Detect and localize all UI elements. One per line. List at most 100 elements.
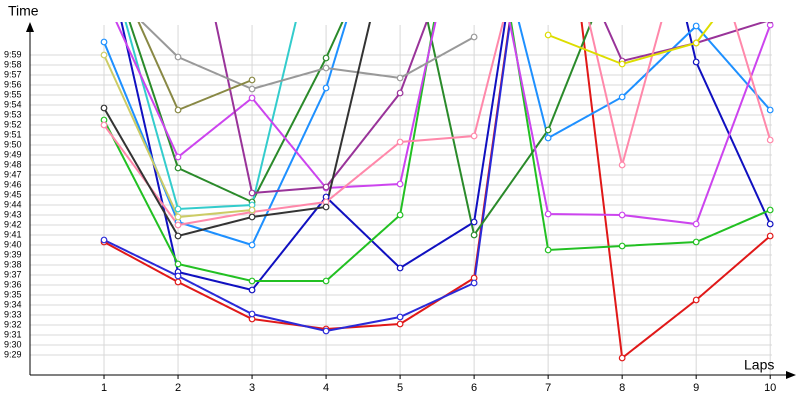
point xyxy=(618,93,626,101)
point xyxy=(100,104,108,112)
x-tick-label: 9 xyxy=(693,382,699,394)
point xyxy=(692,58,700,66)
grid xyxy=(30,25,772,375)
y-tick-label: 9:53 xyxy=(4,109,22,119)
y-tick-label: 9:35 xyxy=(4,289,22,299)
y-tick-label: 9:57 xyxy=(4,69,22,79)
point xyxy=(544,31,552,39)
x-tick-label: 5 xyxy=(397,382,403,394)
x-tick-label: 1 xyxy=(101,382,107,394)
point xyxy=(248,76,256,84)
point xyxy=(322,183,330,191)
y-tick-label: 9:46 xyxy=(4,179,22,189)
y-tick-label: 9:56 xyxy=(4,79,22,89)
point xyxy=(396,138,404,146)
y-tick-label: 9:36 xyxy=(4,279,22,289)
series-line xyxy=(115,22,772,226)
y-tick-label: 9:32 xyxy=(4,319,22,329)
point xyxy=(618,242,626,250)
point xyxy=(396,89,404,97)
point xyxy=(396,74,404,82)
point xyxy=(174,153,182,161)
x-axis-arrow xyxy=(786,371,796,379)
point xyxy=(767,22,773,24)
point xyxy=(766,206,774,214)
point xyxy=(692,39,700,47)
point xyxy=(470,218,478,226)
point xyxy=(174,213,182,221)
point xyxy=(544,210,552,218)
point xyxy=(248,206,256,214)
point xyxy=(766,106,774,114)
plot-area xyxy=(100,22,774,362)
series-line xyxy=(103,22,771,282)
y-tick-label: 9:29 xyxy=(4,349,22,359)
point xyxy=(470,279,478,287)
point xyxy=(470,132,478,140)
point xyxy=(322,327,330,335)
point xyxy=(618,60,626,68)
point xyxy=(618,211,626,219)
point xyxy=(100,51,108,59)
y-tick-label: 9:38 xyxy=(4,259,22,269)
point xyxy=(248,277,256,285)
point xyxy=(766,232,774,240)
point xyxy=(322,84,330,92)
y-tick-label: 9:37 xyxy=(4,269,22,279)
point xyxy=(248,241,256,249)
y-axis-title: Time xyxy=(8,3,39,19)
x-tick-label: 3 xyxy=(249,382,255,394)
x-axis-title: Laps xyxy=(744,357,774,373)
point xyxy=(766,136,774,144)
y-tick-label: 9:54 xyxy=(4,99,22,109)
point xyxy=(470,231,478,239)
y-tick-label: 9:31 xyxy=(4,329,22,339)
point xyxy=(248,94,256,102)
y-tick-label: 9:30 xyxy=(4,339,22,349)
point xyxy=(618,161,626,169)
point xyxy=(322,203,330,211)
y-tick-label: 9:58 xyxy=(4,59,22,69)
y-tick-label: 9:42 xyxy=(4,219,22,229)
point xyxy=(174,272,182,280)
point xyxy=(544,134,552,142)
y-tick-label: 9:33 xyxy=(4,309,22,319)
point xyxy=(174,221,182,229)
point xyxy=(692,238,700,246)
y-tick-label: 9:48 xyxy=(4,159,22,169)
y-tick-label: 9:59 xyxy=(4,49,22,59)
point xyxy=(174,164,182,172)
point xyxy=(470,33,478,41)
series-line xyxy=(103,22,772,227)
point xyxy=(174,205,182,213)
point xyxy=(174,53,182,61)
point xyxy=(544,126,552,134)
y-tick-label: 9:41 xyxy=(4,229,22,239)
point xyxy=(248,189,256,197)
x-tick-label: 2 xyxy=(175,382,181,394)
series-line xyxy=(547,22,714,66)
point xyxy=(174,260,182,268)
point xyxy=(322,54,330,62)
x-tick-label: 10 xyxy=(764,382,776,394)
y-tick-label: 9:45 xyxy=(4,189,22,199)
point xyxy=(396,264,404,272)
point xyxy=(396,211,404,219)
point xyxy=(248,85,256,93)
point xyxy=(396,320,404,328)
point xyxy=(396,180,404,188)
point xyxy=(766,220,774,228)
y-tick-label: 9:51 xyxy=(4,129,22,139)
series-line xyxy=(103,22,771,247)
point xyxy=(174,278,182,286)
y-tick-label: 9:44 xyxy=(4,199,22,209)
y-tick-label: 9:49 xyxy=(4,149,22,159)
y-tick-label: 9:34 xyxy=(4,299,22,309)
point xyxy=(248,213,256,221)
point xyxy=(544,246,552,254)
x-tick-label: 4 xyxy=(323,382,329,394)
y-tick-label: 9:50 xyxy=(4,139,22,149)
y-tick-label: 9:55 xyxy=(4,89,22,99)
point xyxy=(100,38,108,46)
